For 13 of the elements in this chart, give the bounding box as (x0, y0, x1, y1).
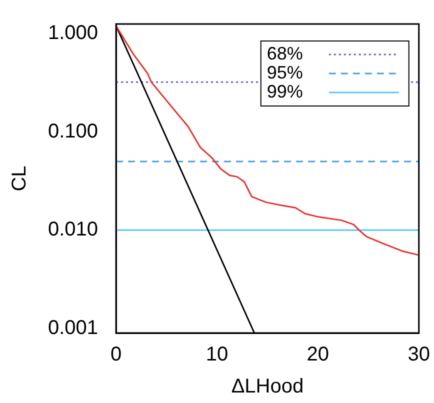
x-axis-title: ΔLHood (231, 376, 304, 398)
legend-label: 95% (266, 62, 303, 82)
x-tick-label: 20 (306, 344, 330, 366)
y-tick-label: 0.100 (48, 120, 98, 142)
x-tick-label: 10 (206, 344, 228, 366)
y-axis-title: CL (8, 166, 31, 192)
y-tick-label: 0.010 (48, 218, 98, 241)
y-tick-label: 0.001 (48, 317, 98, 340)
y-tick-label: 1.000 (48, 22, 98, 44)
x-tick-label: 0 (110, 344, 122, 366)
legend-label: 99% (266, 81, 303, 102)
x-tick-label: 30 (408, 344, 430, 366)
legend-label: 68% (266, 43, 303, 64)
